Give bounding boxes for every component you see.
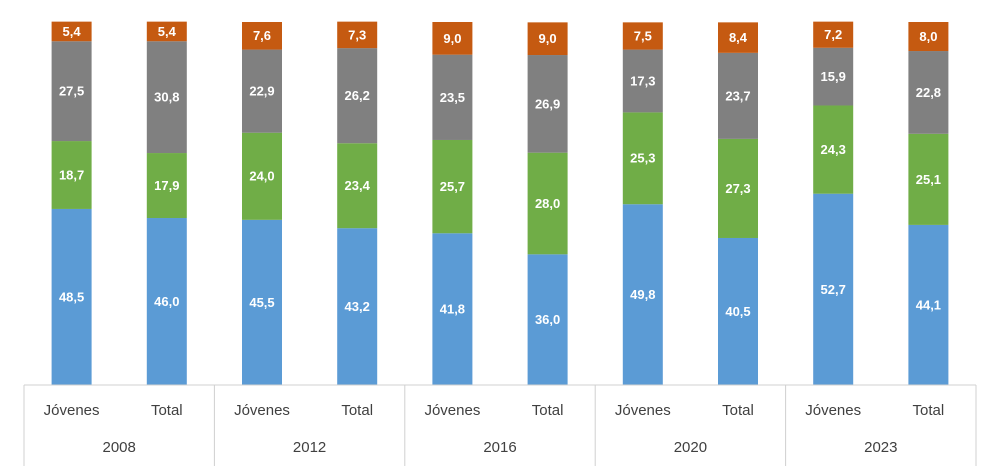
bar-segment	[718, 52, 758, 139]
value-label: 8,0	[919, 29, 937, 44]
value-label: 7,2	[824, 27, 842, 42]
group-label: 2008	[103, 439, 136, 456]
bar-segment	[242, 132, 282, 220]
value-label: 8,4	[729, 30, 748, 45]
bar-segment	[813, 47, 854, 106]
value-label: 27,3	[725, 181, 750, 196]
bar-segment	[146, 21, 187, 42]
bar-segment	[622, 49, 663, 113]
group-label: 2012	[293, 439, 326, 456]
bar-segment	[813, 193, 854, 385]
value-label: 26,2	[345, 88, 370, 103]
bar-segment	[432, 233, 473, 385]
bar-segment	[337, 21, 378, 49]
value-label: 9,0	[539, 31, 557, 46]
bar-segment	[242, 22, 282, 50]
bar-segment	[813, 21, 854, 48]
category-label: Total	[151, 402, 183, 419]
bar-segment	[51, 141, 92, 209]
value-label: 23,7	[725, 88, 750, 103]
value-label: 24,0	[249, 169, 274, 184]
bar-segment	[622, 22, 663, 50]
category-label: Total	[722, 402, 754, 419]
bar-segment	[146, 218, 187, 385]
bar-segment	[51, 208, 92, 385]
bar-segment	[622, 112, 663, 205]
value-label: 36,0	[535, 312, 560, 327]
value-label: 40,5	[725, 304, 750, 319]
value-label: 5,4	[158, 24, 177, 39]
value-label: 27,5	[59, 84, 84, 99]
value-label: 30,8	[154, 90, 179, 105]
value-label: 43,2	[345, 299, 370, 314]
category-label: Jóvenes	[424, 402, 480, 419]
value-label: 17,9	[154, 178, 179, 193]
bar-segment	[718, 138, 758, 238]
value-label: 5,4	[63, 24, 82, 39]
bar-segment	[527, 152, 568, 255]
value-label: 24,3	[821, 142, 846, 157]
value-label: 7,5	[634, 28, 652, 43]
bar-segment	[527, 22, 568, 56]
bar-segment	[527, 55, 568, 153]
value-label: 26,9	[535, 96, 560, 111]
bar-segment	[813, 105, 854, 194]
value-label: 49,8	[630, 287, 655, 302]
value-label: 52,7	[821, 282, 846, 297]
bar-segment	[718, 22, 758, 53]
group-label: 2023	[864, 439, 897, 456]
value-label: 28,0	[535, 196, 560, 211]
value-label: 17,3	[630, 73, 655, 88]
bar-segment	[337, 143, 378, 229]
category-label: Jóvenes	[44, 402, 100, 419]
value-label: 7,3	[348, 27, 366, 42]
category-label: Total	[532, 402, 564, 419]
bar-segment	[432, 22, 473, 55]
bar-segment	[146, 41, 187, 154]
value-label: 22,8	[916, 85, 941, 100]
bar-segment	[908, 224, 949, 385]
bar-segment	[432, 54, 473, 140]
value-label: 46,0	[154, 294, 179, 309]
value-label: 9,0	[443, 31, 461, 46]
bar-segment	[718, 237, 758, 385]
value-label: 18,7	[59, 167, 84, 182]
value-label: 25,1	[916, 172, 941, 187]
value-label: 44,1	[916, 297, 941, 312]
category-label: Jóvenes	[805, 402, 861, 419]
bar-segment	[527, 254, 568, 385]
value-label: 25,3	[630, 151, 655, 166]
bar-segment	[908, 133, 949, 225]
bar-segment	[146, 153, 187, 219]
bar-segment	[242, 219, 282, 385]
value-label: 22,9	[249, 84, 274, 99]
bar-segment	[337, 48, 378, 144]
bar-segment	[51, 21, 92, 42]
value-label: 23,4	[345, 178, 371, 193]
group-label: 2016	[483, 439, 516, 456]
value-label: 45,5	[249, 295, 274, 310]
bar-segment	[432, 139, 473, 234]
bar-segment	[908, 22, 949, 52]
bar-segment	[242, 49, 282, 133]
bar-segment	[51, 41, 92, 142]
category-label: Total	[913, 402, 945, 419]
bar-segment	[908, 51, 949, 134]
value-label: 15,9	[821, 69, 846, 84]
bar-segment	[622, 204, 663, 385]
value-label: 48,5	[59, 289, 84, 304]
value-label: 7,6	[253, 28, 271, 43]
bar-segment	[337, 228, 378, 385]
group-label: 2020	[674, 439, 707, 456]
category-label: Total	[341, 402, 373, 419]
value-label: 41,8	[440, 302, 465, 317]
value-label: 23,5	[440, 90, 465, 105]
value-label: 25,7	[440, 179, 465, 194]
category-label: Jóvenes	[234, 402, 290, 419]
category-label: Jóvenes	[615, 402, 671, 419]
